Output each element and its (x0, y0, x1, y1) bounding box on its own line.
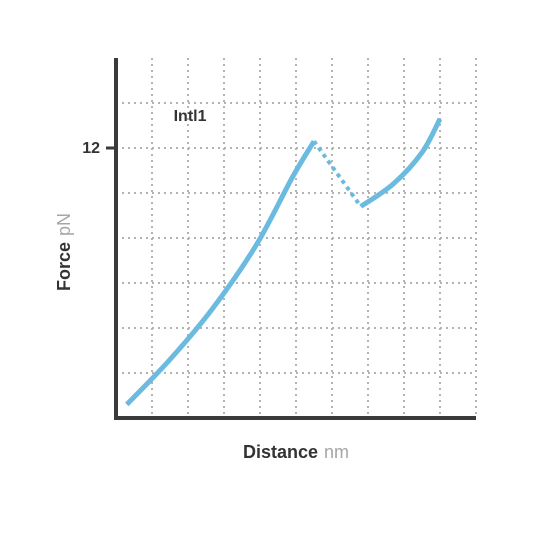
gridlines (116, 58, 477, 418)
y-axis-label: Force (54, 242, 74, 291)
curve-dotted-segment (312, 140, 363, 208)
y-axis-unit: pN (54, 213, 74, 236)
annotation-label: Intl1 (174, 108, 207, 125)
y-ticks: 12 (82, 140, 116, 157)
x-axis-label: Distance (243, 442, 318, 462)
y-tick-label: 12 (82, 140, 100, 157)
x-axis-unit: nm (324, 442, 349, 462)
curve-solid-segment (124, 139, 317, 407)
curve-solid-segment (359, 117, 443, 209)
x-axis-title: Distance nm (243, 442, 349, 462)
force-curve (124, 117, 443, 407)
y-axis-title: Force pN (54, 213, 74, 291)
axes (114, 58, 476, 420)
